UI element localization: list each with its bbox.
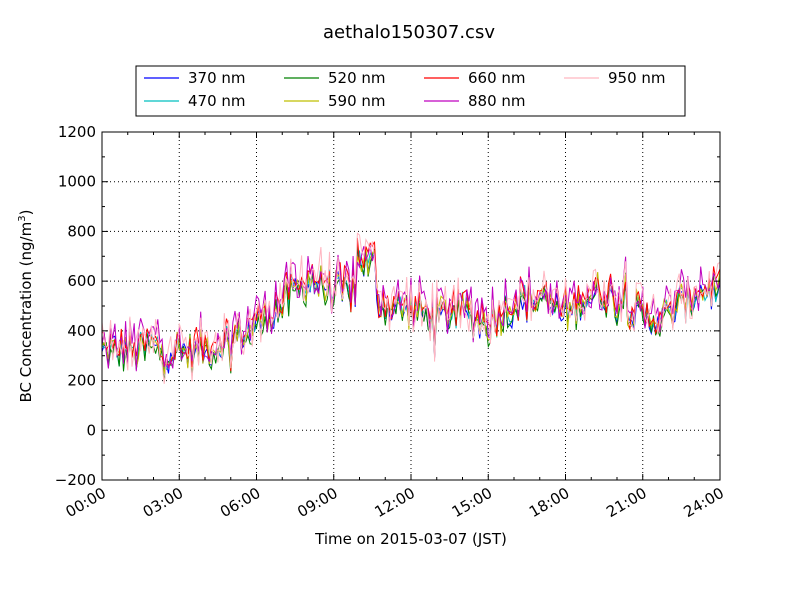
y-axis-label-superscript: 3 (17, 215, 28, 221)
x-tick-label-4: 12:00 (372, 484, 418, 521)
legend-label-0: 370 nm (188, 69, 246, 87)
y-tick-label-2: 200 (67, 372, 96, 390)
axis-ticks (101, 131, 721, 481)
y-axis-label: BC Concentration (ng/m3) (17, 210, 35, 403)
x-tick-label-2: 06:00 (217, 484, 263, 521)
legend-label-6: 950 nm (608, 69, 666, 87)
y-tick-label-0: −200 (55, 471, 96, 489)
series-line-6 (101, 232, 721, 384)
y-tick-label-3: 400 (67, 322, 96, 340)
legend-label-4: 660 nm (468, 69, 526, 87)
x-tick-label-3: 09:00 (294, 484, 340, 521)
legend: 370 nm 470 nm 520 nm 590 nm 660 nm 880 nm 950 … (135, 65, 686, 117)
x-tick-labels: 00:00 03:00 06:00 09:00 12:00 15:00 18:00 21:00… (63, 484, 727, 521)
y-tick-label-1: 0 (86, 421, 96, 439)
y-tick-label-7: 1200 (58, 123, 96, 141)
y-axis-label-end: ) (17, 210, 35, 216)
chart-title: aethalo150307.csv (323, 22, 495, 43)
legend-label-2: 520 nm (328, 69, 386, 87)
series-lines (101, 232, 721, 384)
legend-label-5: 880 nm (468, 92, 526, 110)
legend-box (135, 65, 686, 117)
y-tick-label-6: 1000 (58, 173, 96, 191)
legend-label-1: 470 nm (188, 92, 246, 110)
x-tick-label-0: 00:00 (63, 484, 109, 521)
x-tick-label-8: 24:00 (681, 484, 727, 521)
x-axis-label: Time on 2015-03-07 (JST) (314, 530, 507, 548)
y-tick-labels: −200 0 200 400 600 800 1000 1200 (55, 123, 96, 489)
y-tick-label-5: 800 (67, 222, 96, 240)
x-tick-label-5: 15:00 (449, 484, 495, 521)
y-tick-label-4: 600 (67, 272, 96, 290)
legend-label-3: 590 nm (328, 92, 386, 110)
x-tick-label-1: 03:00 (140, 484, 186, 521)
y-axis-label-main: BC Concentration (ng/m (17, 222, 35, 403)
x-tick-label-6: 18:00 (526, 484, 572, 521)
series-line-5 (101, 245, 721, 372)
x-tick-label-7: 21:00 (603, 484, 649, 521)
